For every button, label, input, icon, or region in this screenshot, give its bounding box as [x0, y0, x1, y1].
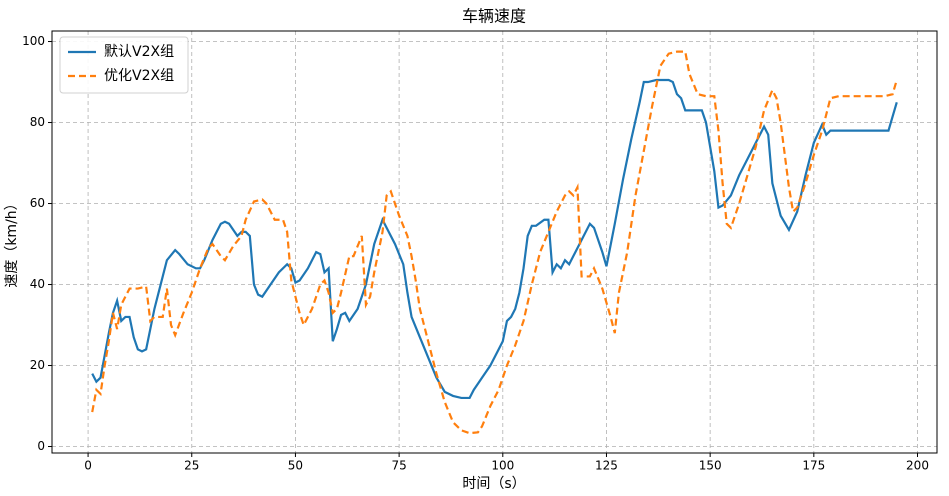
y-axis-label: 速度（km/h） — [4, 196, 20, 287]
x-axis-label: 时间（s） — [462, 476, 525, 492]
y-tick-label: 80 — [30, 115, 45, 129]
x-tick-label: 175 — [802, 459, 825, 473]
x-tick-label: 200 — [906, 459, 929, 473]
x-tick-label: 50 — [288, 459, 303, 473]
y-tick-label: 0 — [37, 439, 45, 453]
y-tick-label: 40 — [30, 277, 45, 291]
chart-title: 车辆速度 — [462, 7, 526, 26]
x-tick-label: 125 — [595, 459, 618, 473]
y-tick-label: 20 — [30, 358, 45, 372]
plot-frame — [51, 30, 938, 454]
series-line — [91, 78, 898, 400]
x-tick-label: 25 — [184, 459, 199, 473]
y-tick-label: 100 — [22, 34, 45, 48]
x-tick-label: 75 — [391, 459, 406, 473]
x-tick-label: 100 — [491, 459, 514, 473]
legend-label: 优化V2X组 — [104, 68, 174, 84]
x-tick-label: 150 — [699, 459, 722, 473]
series-line — [91, 50, 898, 435]
x-tick-label: 0 — [84, 459, 92, 473]
legend-label: 默认V2X组 — [104, 44, 174, 60]
y-tick-label: 60 — [30, 196, 45, 210]
